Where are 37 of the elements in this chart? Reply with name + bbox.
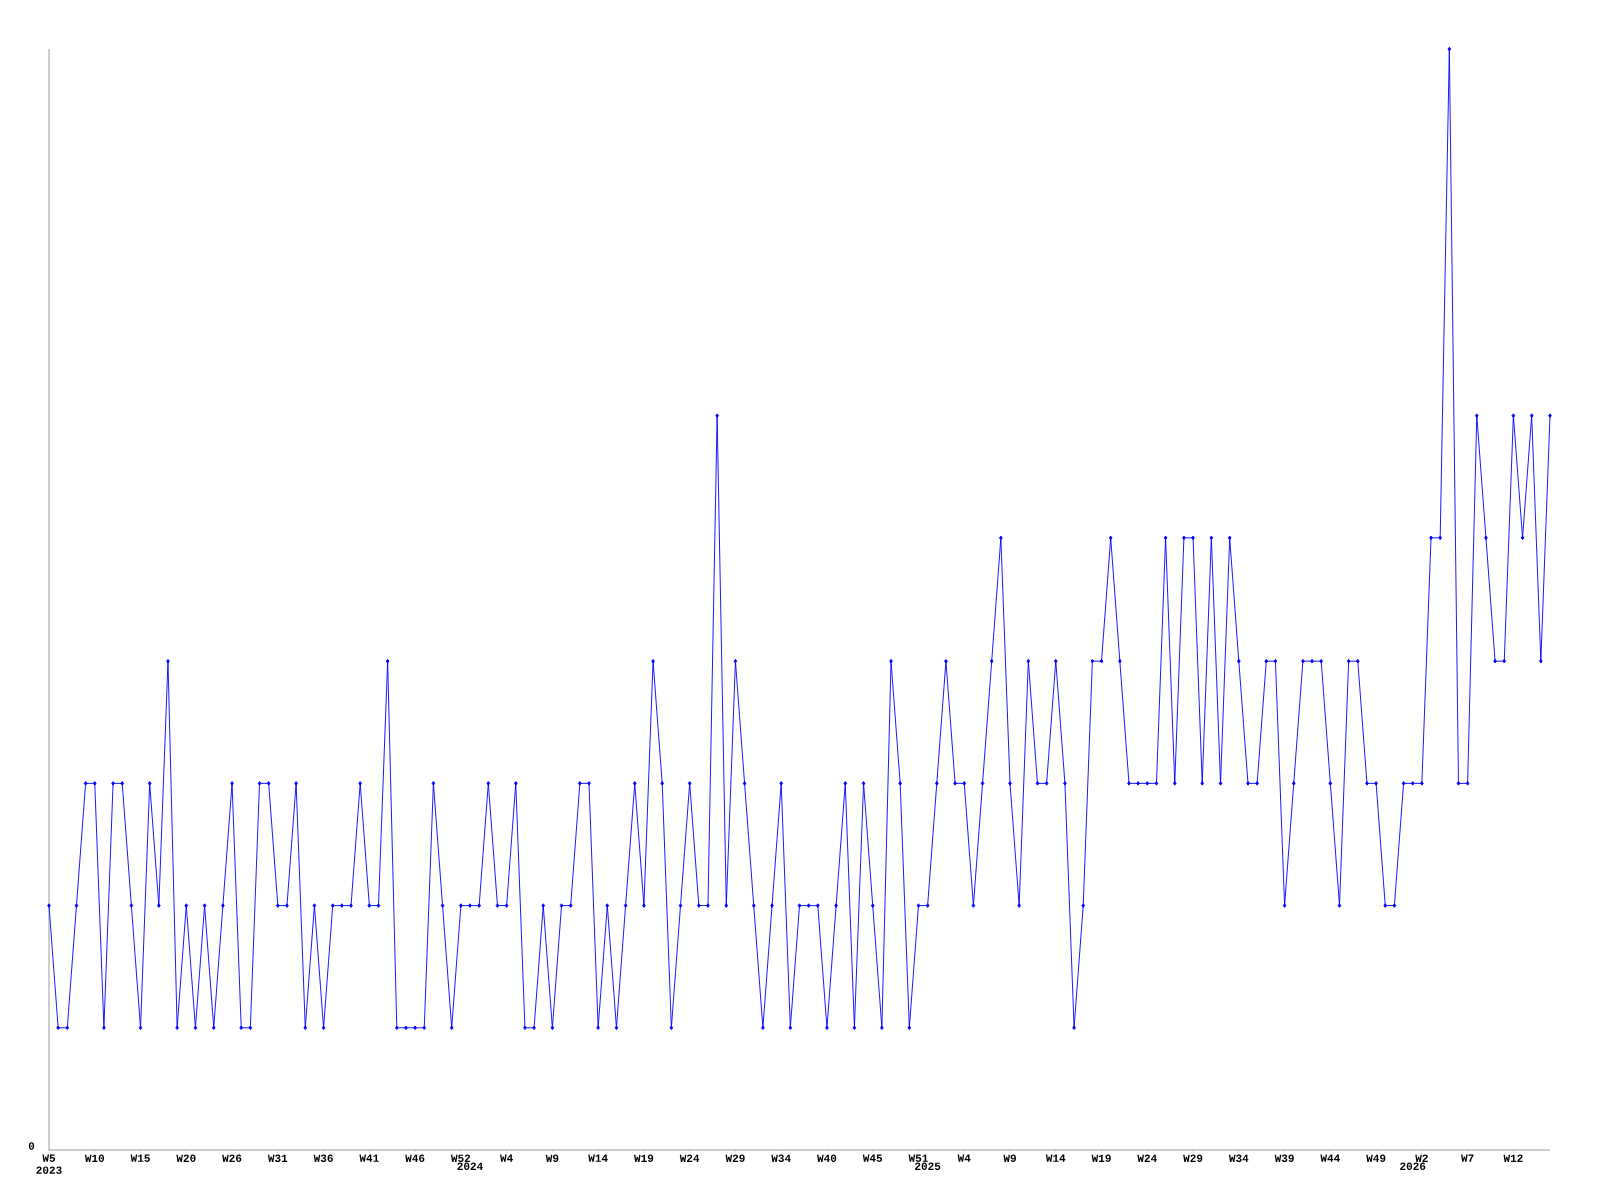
x-tick-label: W12 — [1503, 1154, 1523, 1162]
x-tick-label: W49 — [1366, 1154, 1386, 1162]
x-tick-label: W24 — [679, 1154, 700, 1162]
x-tick-label: W45 — [862, 1154, 883, 1162]
x-tick-label: W52 — [450, 1154, 471, 1162]
x-tick-label: W51 — [908, 1154, 928, 1162]
x-tick-label: W29 — [725, 1154, 745, 1162]
x-tick-label: W9 — [1003, 1154, 1016, 1162]
x-tick-label: W46 — [405, 1154, 425, 1162]
x-tick-label: W24 — [1137, 1154, 1157, 1162]
x-tick-label: W14 — [588, 1154, 608, 1162]
x-tick-label: W31 — [267, 1154, 288, 1163]
x-tick-label: W2 — [1415, 1154, 1428, 1162]
x-tick-label: W4 — [957, 1154, 971, 1162]
x-tick-label: W40 — [817, 1154, 837, 1162]
x-tick-label: W7 — [1461, 1154, 1474, 1162]
x-tick-label: W29 — [1183, 1154, 1203, 1162]
x-tick-label: 2025 — [915, 1162, 941, 1170]
x-tick-label: W10 — [84, 1154, 105, 1162]
x-tick-label: W36 — [313, 1154, 333, 1163]
x-tick-label: W39 — [1274, 1154, 1294, 1163]
x-tick-label: W4 — [500, 1154, 513, 1162]
x-tick-label: 2026 — [1400, 1162, 1426, 1170]
x-tick-label: W44 — [1320, 1154, 1340, 1162]
text: 0 — [28, 1142, 35, 1150]
x-tick-label: W26 — [222, 1154, 242, 1162]
x-tick-label: W5 2023 — [36, 1154, 62, 1174]
x-tick-label: W14 — [1045, 1154, 1066, 1162]
x-tick-label: W34 — [771, 1154, 791, 1163]
x-tick-label: W34 — [1228, 1154, 1249, 1163]
x-tick-label: W9 — [545, 1154, 559, 1162]
x-tick-label: W15 — [130, 1154, 150, 1162]
x-tick-label: W19 — [1091, 1154, 1111, 1162]
x-tick-label: W19 — [634, 1154, 654, 1162]
x-tick-label: W20 — [176, 1154, 196, 1162]
x-tick-label: 2024 — [457, 1162, 483, 1170]
x-tick-label: W41 — [359, 1154, 379, 1162]
